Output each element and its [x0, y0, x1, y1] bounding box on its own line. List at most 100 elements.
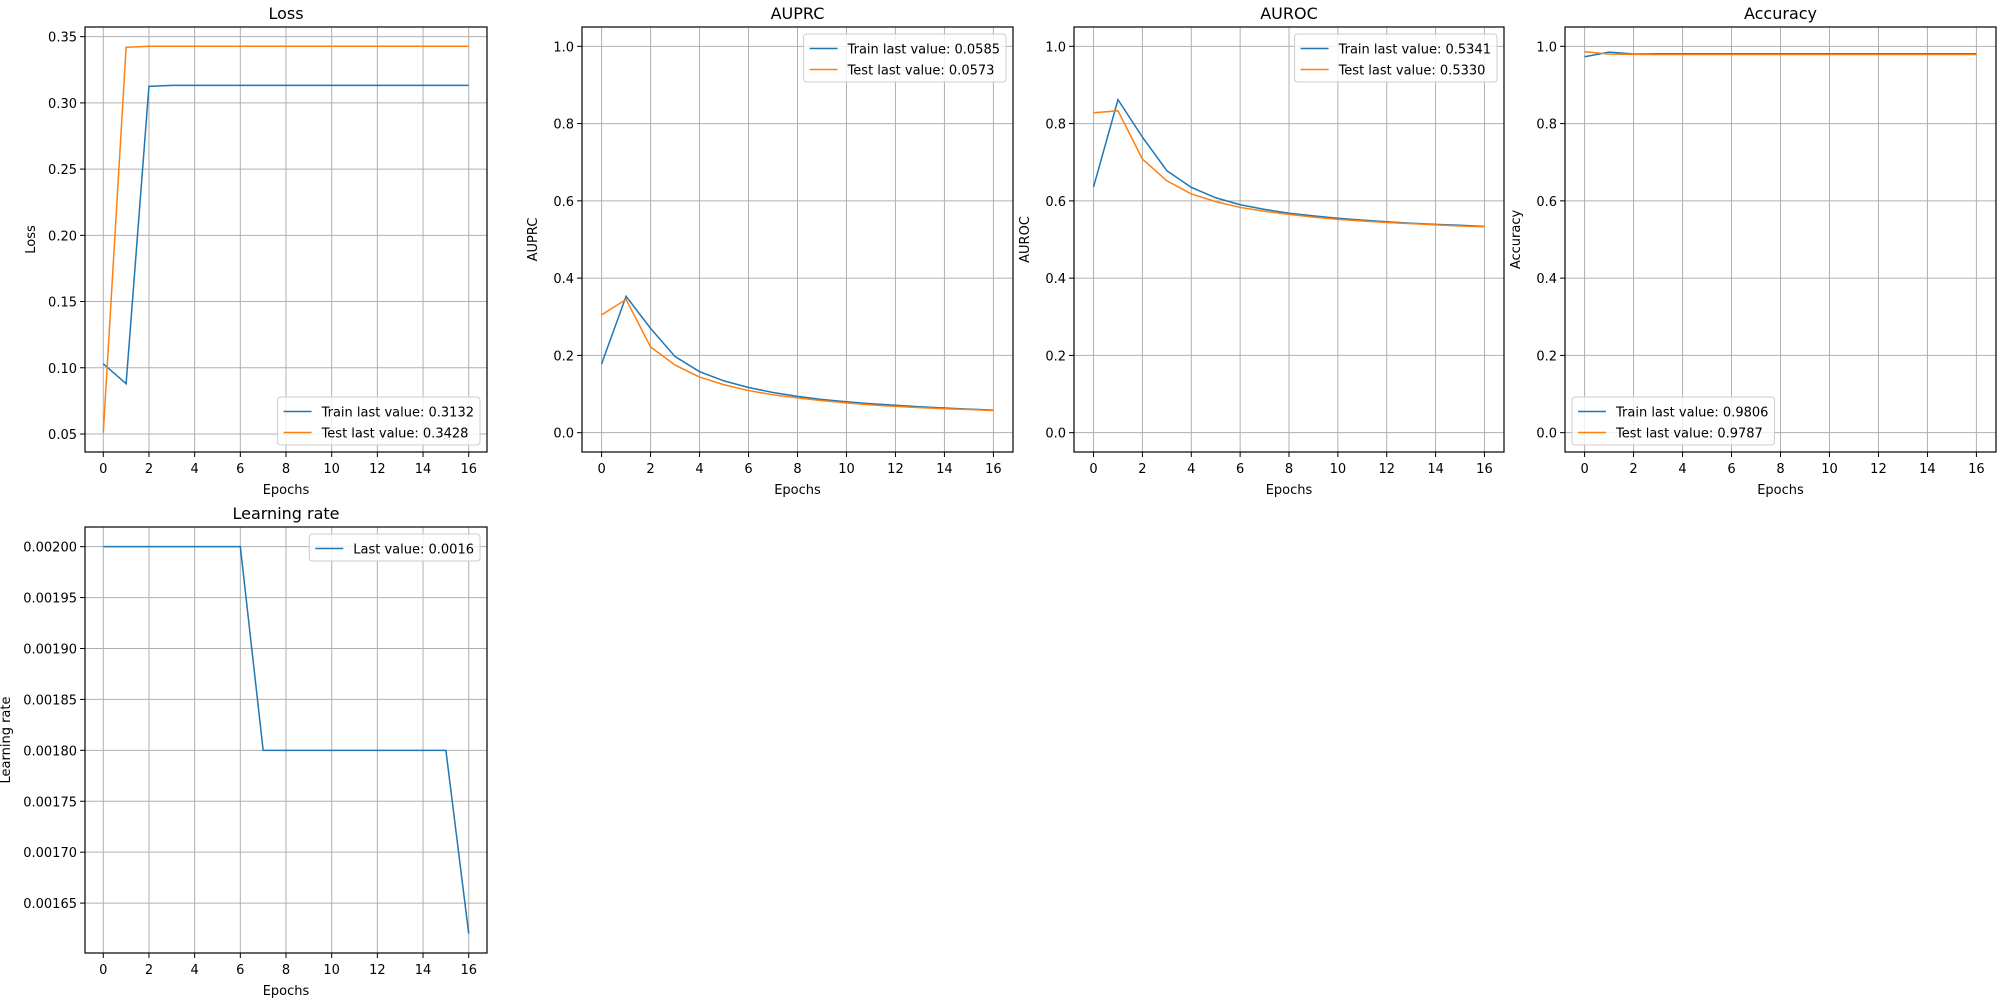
x-tick-label: 4 — [1678, 462, 1686, 477]
x-tick-label: 8 — [793, 462, 801, 477]
y-tick-label: 0.4 — [553, 272, 574, 287]
x-tick-label: 6 — [744, 462, 752, 477]
x-tick-label: 12 — [369, 462, 386, 477]
x-tick-label: 6 — [1727, 462, 1735, 477]
legend-entry-label: Test last value: 0.0573 — [847, 64, 995, 79]
x-tick-label: 16 — [985, 462, 1002, 477]
y-tick-label: 0.4 — [1045, 272, 1066, 287]
y-tick-label: 0.00200 — [23, 541, 77, 556]
series-line-test — [1093, 110, 1485, 228]
chart-loss: 0 2 4 6 8 10 12 14 16 0.05 0.10 0.15 0.20 0.25 0.30 0.3… — [24, 4, 488, 498]
legend-box — [277, 396, 481, 446]
y-tick-label: 0.00185 — [23, 693, 77, 708]
x-tick-label: 10 — [1821, 462, 1838, 477]
y-tick-label: 0.15 — [48, 296, 77, 311]
series-line-test — [601, 298, 994, 412]
x-tick-label: 14 — [1427, 462, 1444, 477]
y-tick-label: 0.25 — [48, 163, 77, 178]
axes-frame — [1564, 26, 1997, 453]
chart-title: Learning rate — [232, 504, 339, 523]
series-line-test — [102, 45, 469, 433]
x-axis-label: Epochs — [1266, 483, 1313, 498]
y-tick-label: 1.0 — [553, 40, 574, 55]
legend-entry-label: Train last value: 0.3132 — [321, 406, 474, 421]
legend-entry-label: Train last value: 0.0585 — [847, 43, 1000, 58]
y-tick-label: 0.2 — [1536, 349, 1557, 364]
legend: Train last value: 0.5341 Test last value:… — [1294, 33, 1498, 83]
y-tick-label: 0.8 — [553, 118, 574, 133]
x-tick-label: 12 — [369, 963, 386, 978]
x-tick-label: 0 — [99, 963, 107, 978]
y-tick-label: 0.0 — [1536, 427, 1557, 442]
y-axis-label: AUROC — [1018, 216, 1033, 263]
axes-frame — [581, 26, 1014, 453]
x-tick-label: 16 — [460, 963, 477, 978]
legend-entry-label: Train last value: 0.5341 — [1338, 43, 1491, 58]
x-tick-label: 16 — [1476, 462, 1493, 477]
series-line-train — [102, 84, 469, 386]
y-tick-label: 0.00170 — [23, 846, 77, 861]
x-tick-label: 2 — [145, 963, 153, 978]
x-tick-label: 0 — [1580, 462, 1588, 477]
x-tick-label: 14 — [936, 462, 953, 477]
x-tick-label: 10 — [838, 462, 855, 477]
y-tick-label: 0.30 — [48, 97, 77, 112]
x-tick-label: 12 — [1870, 462, 1887, 477]
x-tick-label: 2 — [646, 462, 654, 477]
y-tick-label: 0.00175 — [23, 795, 77, 810]
y-tick-label: 1.0 — [1536, 40, 1557, 55]
y-tick-label: 0.2 — [1045, 349, 1066, 364]
legend-entry-label: Last value: 0.0016 — [353, 543, 474, 558]
x-tick-label: 6 — [236, 963, 244, 978]
x-tick-label: 2 — [1138, 462, 1146, 477]
axes-frame — [84, 526, 488, 954]
axes-frame — [1073, 26, 1505, 453]
x-tick-label: 6 — [236, 462, 244, 477]
x-axis-label: Epochs — [263, 483, 310, 498]
y-tick-label: 0.6 — [1536, 195, 1557, 210]
x-tick-label: 8 — [282, 462, 290, 477]
y-tick-label: 0.4 — [1536, 272, 1557, 287]
y-tick-label: 0.0 — [1045, 427, 1066, 442]
legend-entry-label: Train last value: 0.9806 — [1615, 406, 1768, 421]
x-axis-label: Epochs — [1757, 483, 1804, 498]
legend: Train last value: 0.0585 Test last value:… — [803, 33, 1007, 83]
series-line-train — [103, 545, 470, 934]
y-tick-label: 0.8 — [1536, 118, 1557, 133]
x-tick-label: 12 — [1378, 462, 1395, 477]
y-axis-label: Learning rate — [0, 697, 14, 784]
chart-accuracy: 0 2 4 6 8 10 12 14 16 0.0 0.2 0.4 0.6 0.8 1.0 Accuracy E… — [1509, 4, 1997, 498]
x-tick-label: 2 — [145, 462, 153, 477]
y-tick-label: 0.00180 — [23, 744, 77, 759]
x-axis-label: Epochs — [263, 984, 310, 999]
chart-title: AUROC — [1260, 4, 1318, 23]
x-tick-label: 8 — [282, 963, 290, 978]
chart-auprc: 0 2 4 6 8 10 12 14 16 0.0 0.2 0.4 0.6 0.8 1.0 AUPRC Epoc… — [526, 4, 1014, 498]
x-tick-label: 16 — [460, 462, 477, 477]
y-tick-label: 0.35 — [48, 31, 77, 46]
x-tick-label: 14 — [415, 462, 432, 477]
x-tick-label: 6 — [1236, 462, 1244, 477]
x-tick-label: 2 — [1629, 462, 1637, 477]
y-axis-label: AUPRC — [526, 218, 541, 262]
y-tick-label: 0.0 — [553, 427, 574, 442]
chart-title: Accuracy — [1744, 4, 1817, 23]
legend-box — [803, 33, 1007, 83]
y-tick-label: 0.2 — [553, 349, 574, 364]
x-tick-label: 16 — [1968, 462, 1985, 477]
x-tick-label: 4 — [1187, 462, 1195, 477]
x-tick-label: 8 — [1776, 462, 1784, 477]
x-tick-label: 0 — [1089, 462, 1097, 477]
y-tick-label: 0.20 — [48, 229, 77, 244]
y-tick-label: 0.00190 — [23, 642, 77, 657]
x-tick-label: 10 — [323, 963, 340, 978]
axes-frame — [84, 26, 488, 453]
chart-title: AUPRC — [771, 4, 825, 23]
x-tick-label: 10 — [323, 462, 340, 477]
y-tick-label: 0.6 — [553, 195, 574, 210]
chart-learning-rate: 0 2 4 6 8 10 12 14 16 0.00165 0.00170 0.00175 0.0018… — [0, 504, 488, 999]
legend-box — [308, 533, 481, 562]
legend-box — [1294, 33, 1498, 83]
series-line-test — [1584, 50, 1977, 56]
chart-title: Loss — [268, 4, 303, 23]
